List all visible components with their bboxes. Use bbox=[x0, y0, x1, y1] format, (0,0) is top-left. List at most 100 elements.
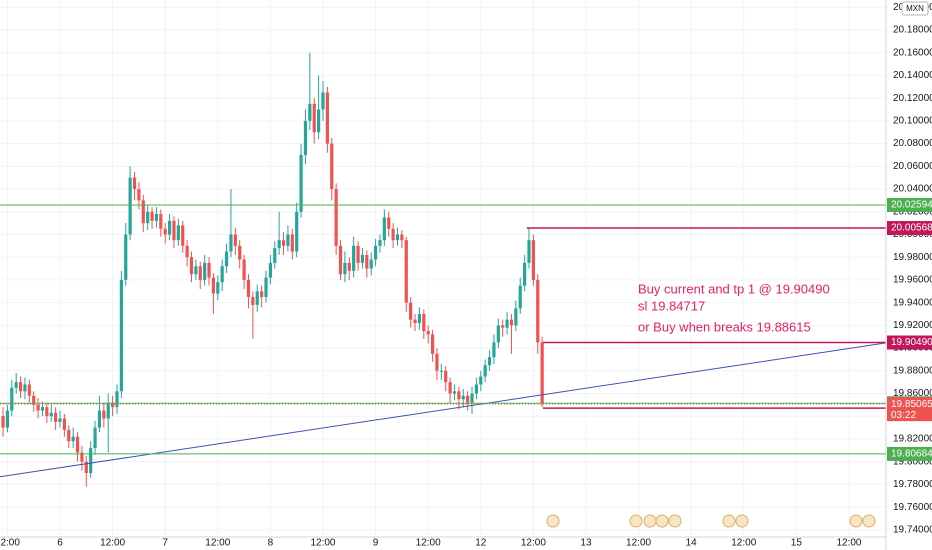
candle-body bbox=[430, 334, 435, 354]
candle-body bbox=[167, 220, 172, 235]
grid bbox=[0, 0, 886, 537]
y-tick-label: 20.16000 bbox=[893, 47, 932, 58]
candle-body bbox=[194, 266, 198, 275]
candle-body bbox=[93, 427, 97, 449]
candle-body bbox=[343, 262, 347, 275]
candle-body bbox=[540, 342, 544, 405]
candle-body bbox=[264, 277, 268, 297]
y-tick-label: 19.86000 bbox=[893, 388, 932, 399]
x-tick-label: 8 bbox=[268, 538, 274, 549]
event-icon bbox=[735, 514, 749, 528]
candle-body bbox=[334, 189, 338, 246]
candle-body bbox=[238, 245, 242, 260]
candle-body bbox=[84, 461, 88, 474]
candle-body bbox=[14, 382, 18, 388]
y-tick-label: 20.08000 bbox=[893, 138, 932, 149]
candle-body bbox=[115, 391, 119, 408]
candle-body bbox=[514, 308, 518, 326]
x-tick-label: 15 bbox=[791, 538, 803, 549]
candle-body bbox=[373, 245, 378, 260]
x-tick-label: 12:00 bbox=[836, 538, 861, 549]
candle-body bbox=[365, 254, 369, 269]
candle-body bbox=[102, 410, 106, 419]
candle-body bbox=[150, 211, 154, 221]
candle-body bbox=[518, 285, 522, 309]
candle-body bbox=[479, 376, 483, 385]
event-icon bbox=[862, 514, 876, 528]
candle-body bbox=[111, 402, 115, 408]
candle-body bbox=[176, 225, 180, 241]
y-tick-label: 20.06000 bbox=[893, 161, 932, 172]
currency-label: MXN bbox=[906, 4, 924, 13]
x-tick-label: 12:00 bbox=[310, 538, 335, 549]
y-tick-label: 20.10000 bbox=[893, 116, 932, 127]
annotation-text: sl 19.84717 bbox=[638, 298, 705, 313]
countdown-label: 03:22 bbox=[891, 410, 916, 421]
x-tick-label: 12:00 bbox=[521, 538, 546, 549]
candle-body bbox=[89, 448, 93, 474]
candle-body bbox=[496, 325, 500, 343]
candle-body bbox=[119, 279, 123, 392]
plot: Buy current and tp 1 @ 19.90490 sl 19.847… bbox=[0, 52, 886, 487]
candle-body bbox=[286, 234, 290, 246]
candle-body bbox=[80, 452, 84, 462]
event-icon bbox=[668, 514, 682, 528]
y-tick-label: 19.74000 bbox=[893, 524, 932, 535]
candle-body bbox=[448, 382, 452, 394]
candle-body bbox=[501, 325, 505, 328]
y-tick-label: 20.18000 bbox=[893, 25, 932, 36]
candle-body bbox=[523, 262, 527, 286]
candle-body bbox=[470, 393, 474, 403]
current-price-box bbox=[887, 397, 932, 422]
y-tick-label: 19.78000 bbox=[893, 479, 932, 490]
x-tick-label: 9 bbox=[373, 538, 379, 549]
y-tick-label: 19.96000 bbox=[893, 275, 932, 286]
candle-body bbox=[483, 365, 487, 377]
candle-body bbox=[369, 259, 373, 269]
candle-body bbox=[71, 436, 75, 442]
candle-body bbox=[404, 240, 408, 303]
candle-body bbox=[185, 245, 189, 258]
x-tick-label: 12:00 bbox=[626, 538, 651, 549]
candle-body bbox=[260, 291, 264, 297]
candle-body bbox=[444, 370, 448, 383]
event-icon bbox=[546, 514, 560, 528]
candle-body bbox=[400, 234, 404, 241]
x-tick-label: 12:00 bbox=[731, 538, 756, 549]
candle-body bbox=[457, 391, 461, 400]
candle-body bbox=[163, 228, 167, 235]
x-tick-label: 6 bbox=[57, 538, 63, 549]
candle-body bbox=[312, 103, 316, 133]
candle-body bbox=[461, 395, 465, 400]
currency-box bbox=[901, 1, 929, 16]
level-label: 19.90490 bbox=[891, 337, 932, 348]
y-tick-label: 19.98000 bbox=[893, 252, 932, 263]
candle-body bbox=[10, 387, 14, 411]
candle-body bbox=[303, 120, 308, 155]
level-label-box bbox=[887, 335, 932, 350]
candle-body bbox=[435, 353, 439, 371]
candle-body bbox=[255, 291, 259, 305]
candle-body bbox=[531, 240, 535, 280]
candle-body bbox=[277, 240, 281, 249]
candle-body bbox=[439, 370, 443, 372]
candle-body bbox=[224, 251, 229, 267]
candle-body bbox=[295, 211, 299, 252]
candle-body bbox=[321, 92, 325, 110]
candle-body bbox=[417, 313, 422, 324]
candle-body bbox=[360, 254, 365, 263]
candle-body bbox=[474, 384, 478, 394]
candle-body bbox=[246, 279, 251, 297]
candle-body bbox=[49, 412, 53, 417]
candle-body bbox=[32, 395, 36, 405]
candle-body bbox=[290, 234, 294, 252]
x-tick-label: 12:00 bbox=[416, 538, 441, 549]
candle-body bbox=[299, 154, 303, 212]
candle-body bbox=[273, 248, 277, 263]
candle-body bbox=[211, 277, 216, 294]
candle-body bbox=[356, 245, 360, 263]
candle-body bbox=[308, 103, 312, 121]
candle-body bbox=[527, 240, 531, 263]
